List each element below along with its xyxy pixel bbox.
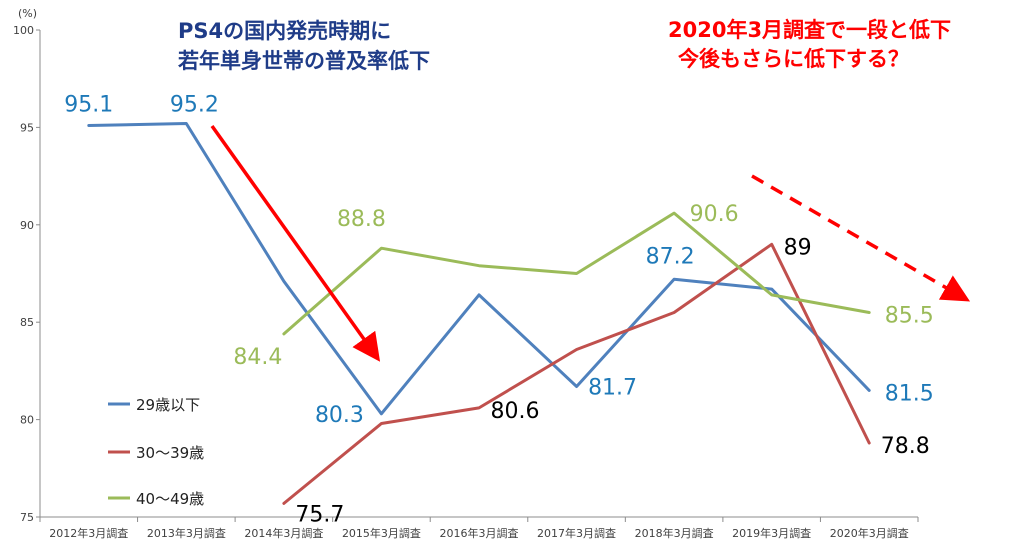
data-label: 88.8 — [337, 207, 386, 232]
data-label: 87.2 — [646, 244, 695, 269]
axes: 75 80 85 90 95 100 2012年3月調査 2013年3月調査 2014年3月調査… — [13, 24, 919, 540]
data-label: 81.5 — [885, 381, 934, 406]
data-label: 85.5 — [885, 303, 934, 328]
legend: 29歳以下 30〜39歳 40〜49歳 — [108, 396, 204, 508]
x-tick-label: 2019年3月調査 — [732, 526, 811, 540]
y-tick-label: 85 — [20, 316, 34, 329]
data-label: 80.3 — [315, 403, 364, 428]
y-tick-label: 75 — [20, 511, 34, 524]
x-tick-label: 2020年3月調査 — [830, 526, 909, 540]
legend-entry: 30〜39歳 — [136, 444, 204, 462]
data-label: 81.7 — [588, 375, 637, 400]
x-tick-label: 2012年3月調査 — [49, 526, 128, 540]
series-line-2 — [282, 242, 871, 505]
x-tick-label: 2013年3月調査 — [147, 526, 226, 540]
series-line-1 — [87, 122, 871, 416]
legend-entry: 29歳以下 — [136, 396, 200, 414]
y-tick-label: 95 — [20, 121, 34, 134]
x-tick-label: 2017年3月調査 — [537, 526, 616, 540]
annotation-right-line1: 2020年3月調査で一段と低下 — [668, 18, 951, 42]
data-label: 75.7 — [295, 502, 344, 527]
arrow-dashed — [751, 174, 971, 302]
series-line-3 — [282, 211, 871, 336]
data-label: 95.1 — [64, 92, 113, 117]
y-unit-label: (%) — [18, 7, 37, 20]
x-tick-label: 2015年3月調査 — [342, 526, 421, 540]
data-label: 80.6 — [491, 399, 540, 424]
series-lines — [87, 122, 871, 505]
y-tick-label: 90 — [20, 219, 34, 232]
arrow-solid — [210, 124, 381, 362]
annotation-arrows — [210, 124, 971, 362]
annotation-right-line2: 今後もさらに低下する？ — [678, 47, 909, 71]
x-tick-label: 2016年3月調査 — [440, 526, 519, 540]
x-tick-label: 2014年3月調査 — [244, 526, 323, 540]
annotation-left-line2: 若年単身世帯の普及率低下 — [177, 49, 430, 73]
legend-entry: 40〜49歳 — [136, 490, 204, 508]
data-label: 84.4 — [233, 345, 282, 370]
data-label: 89 — [784, 235, 812, 260]
data-label: 78.8 — [881, 434, 930, 459]
data-label: 95.2 — [170, 93, 219, 118]
data-labels: 95.1 95.2 80.3 81.7 87.2 81.5 75.7 80.6 89 78.8 84… — [64, 92, 933, 527]
y-tick-label: 100 — [13, 24, 34, 37]
x-tick-label: 2018年3月調査 — [635, 526, 714, 540]
annotation-left-line1: PS4の国内発売時期に — [178, 19, 391, 43]
y-tick-label: 80 — [20, 414, 34, 427]
data-label: 90.6 — [690, 202, 739, 227]
